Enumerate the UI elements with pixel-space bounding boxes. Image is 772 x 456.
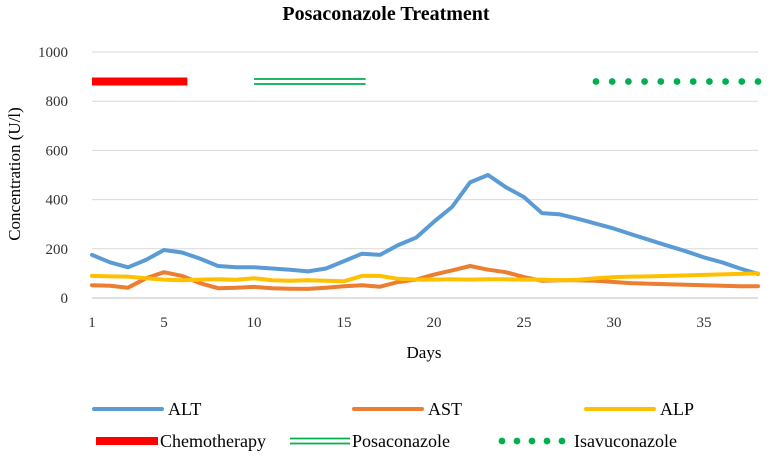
y-axis-ticks: 0 200 400 600 800 1000: [38, 45, 68, 307]
y-tick-label: 0: [61, 291, 69, 307]
y-axis-label: Concentration (U/l): [5, 107, 24, 241]
posaconazole-treatment-bar: [254, 78, 366, 85]
x-tick-label: 15: [337, 315, 352, 331]
ast-series-line: [90, 264, 760, 291]
legend-label-ast: AST: [428, 399, 462, 419]
x-tick-label: 5: [160, 315, 168, 331]
treatment-bars: [92, 77, 762, 86]
y-tick-label: 1000: [38, 45, 68, 61]
alp-series-line: [90, 271, 760, 284]
alt-series-line: [90, 173, 760, 276]
data-series: [90, 173, 760, 291]
legend-swatch-isavuconazole: [498, 437, 566, 445]
legend-label-posaconazole: Posaconazole: [352, 431, 450, 451]
x-tick-label: 1: [88, 315, 96, 331]
y-tick-label: 800: [46, 94, 69, 110]
x-axis-label: Days: [407, 343, 442, 362]
legend-swatch-posaconazole: [290, 437, 350, 445]
x-tick-label: 10: [247, 315, 262, 331]
x-tick-label: 35: [697, 315, 712, 331]
legend-label-isavuconazole: Isavuconazole: [574, 431, 677, 451]
chart-title: Posaconazole Treatment: [282, 3, 490, 25]
x-axis-ticks: 1 5 10 15 20 25 30 35: [88, 315, 711, 331]
y-tick-label: 400: [46, 193, 69, 209]
legend-label-alt: ALT: [168, 399, 201, 419]
grid-lines: [92, 51, 758, 299]
legend: ALT AST ALP Chemotherapy Posaconazole Isavuco…: [92, 399, 694, 451]
legend-label-chemotherapy: Chemotherapy: [160, 431, 266, 451]
y-tick-label: 600: [46, 143, 69, 159]
legend-label-alp: ALP: [660, 399, 694, 419]
x-tick-label: 30: [607, 315, 622, 331]
x-tick-label: 20: [427, 315, 442, 331]
x-tick-label: 25: [517, 315, 532, 331]
y-tick-label: 200: [46, 242, 69, 258]
isavuconazole-treatment-bar: [592, 78, 762, 85]
